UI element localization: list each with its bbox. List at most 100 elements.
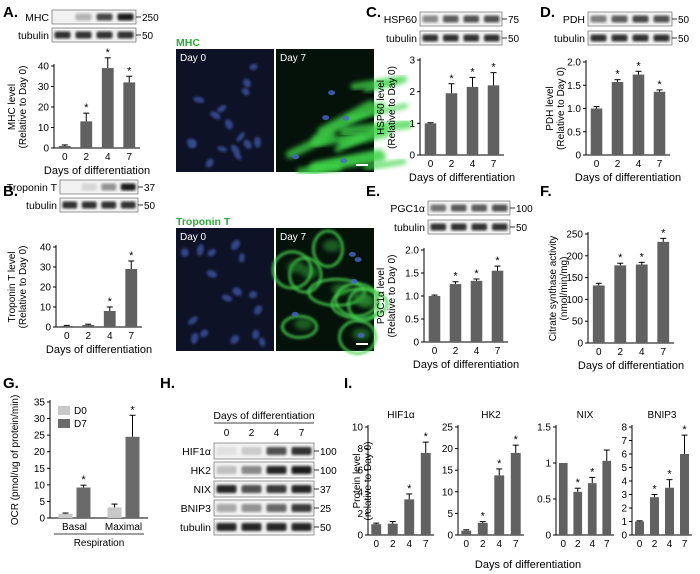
nucleus: [231, 239, 241, 251]
y-tick-label: 5: [39, 497, 45, 508]
x-tick-label: 4: [667, 539, 673, 550]
y-axis-label: Citrate synthase activity(nmol/min/mg): [548, 236, 570, 342]
y-axis-label-line: OCR (pmol/ug of protein/min): [10, 395, 21, 526]
panel-label-E: E.: [366, 183, 380, 200]
blot-band: [483, 15, 500, 23]
bar: [653, 91, 666, 155]
y-axis-label: HSP60 level(Relative to Day 0): [376, 66, 398, 149]
blot-label: Troponin T: [7, 182, 58, 194]
scale-bar: [356, 164, 368, 166]
micrograph-label-day0: Day 0: [180, 53, 207, 64]
nucleus: [230, 335, 240, 344]
chart-I2: 0 5 10 15 20 25 0 * 2 * 4 * 7 HK2: [442, 410, 524, 550]
y-axis-label-line: Citrate synthase activity: [548, 236, 559, 342]
bar: [76, 487, 91, 518]
nucleus: [236, 132, 245, 142]
bar: [632, 74, 645, 155]
significance-mark: *: [618, 252, 623, 264]
significance-mark: *: [652, 484, 657, 496]
nucleus: [291, 311, 299, 317]
blot-lane-label: 4: [274, 428, 280, 439]
nucleus: [350, 278, 358, 284]
y-tick-label: 30: [40, 263, 52, 274]
nucleus: [243, 78, 251, 88]
blot-label: NIX: [193, 484, 211, 496]
blot-band: [96, 31, 113, 39]
chart-title: HIF1α: [387, 410, 415, 421]
blot-label: MHC: [25, 12, 49, 24]
blot-band: [266, 447, 287, 455]
bar: [371, 524, 382, 535]
x-tick-label: 4: [474, 346, 480, 357]
nucleus: [253, 305, 263, 315]
blot-band: [241, 447, 262, 455]
nucleus: [322, 115, 330, 121]
y-tick-label: 250: [566, 230, 583, 241]
x-tick-label: 2: [615, 159, 621, 170]
y-tick-label: 8: [357, 444, 363, 455]
micrograph-day0: [176, 228, 274, 351]
bar: [635, 264, 648, 343]
y-tick-label: 15: [442, 466, 454, 477]
y-axis-label-line: (nmol/min/mg): [559, 257, 570, 321]
nucleus: [249, 63, 258, 71]
blot-band: [101, 183, 117, 191]
blot-band: [463, 15, 480, 23]
nucleus: [188, 316, 198, 325]
chart-title: HK2: [481, 410, 501, 421]
nucleus: [354, 257, 362, 263]
blot-label: tubulin: [18, 30, 49, 42]
nucleus: [238, 253, 245, 263]
micrograph-B: Troponin T Day 0 Day 7: [176, 216, 389, 355]
mw-marker: 50: [142, 31, 154, 42]
blot-label: HK2: [191, 465, 212, 477]
significance-mark: *: [495, 255, 500, 267]
chart-F: 0 50 100 150 200 250 0 * 2 * 4 * 7 Citrate synthase a…: [548, 227, 684, 372]
nucleus: [217, 105, 227, 113]
x-tick-label: 4: [406, 539, 412, 550]
y-tick-label: 5: [447, 509, 453, 520]
bar: [573, 491, 583, 535]
bar: [665, 487, 674, 535]
blot-label: HIF1α: [182, 446, 211, 458]
nucleus: [348, 251, 356, 257]
chart-C: 0 1 2 3 0 * 2 * 4 * 7 HSP60 level(Relative to Day 0…: [376, 56, 515, 185]
significance-mark: *: [667, 469, 672, 481]
y-tick-label: 1.5: [537, 423, 551, 434]
blot-lane-label: 2: [249, 428, 255, 439]
mw-marker: 37: [320, 485, 332, 496]
bar: [461, 530, 472, 535]
y-tick-label: 10: [442, 487, 454, 498]
y-axis-label-line: PDH level: [545, 86, 556, 130]
nucleus: [193, 96, 205, 103]
significance-mark: *: [474, 268, 479, 280]
blot-band: [590, 15, 607, 23]
y-tick-label: 0: [45, 323, 51, 334]
y-tick-label: 1.5: [567, 81, 581, 92]
significance-mark: *: [470, 66, 475, 78]
bar: [58, 145, 71, 148]
x-tick-label: 4: [639, 347, 645, 358]
nucleus: [254, 136, 262, 148]
bar: [449, 284, 462, 342]
blot-band: [241, 485, 262, 493]
y-axis-label: PGC1α level(Relative to Day 0): [376, 255, 398, 338]
significance-mark: *: [424, 431, 429, 443]
mw-marker: 37: [144, 183, 156, 194]
legend-swatch: [58, 419, 70, 428]
blot-band: [590, 34, 607, 42]
significance-mark: *: [590, 466, 595, 478]
significance-mark: *: [640, 251, 645, 263]
x-tick-label: 0: [432, 346, 438, 357]
y-tick-label: 40: [38, 62, 50, 73]
blot-band: [442, 34, 459, 42]
blot-band: [75, 31, 92, 39]
significance-mark: *: [449, 73, 454, 85]
bar: [592, 285, 605, 343]
y-tick-label: 20: [442, 444, 454, 455]
blot-band: [611, 34, 628, 42]
y-tick-label: 0.5: [567, 127, 581, 138]
x-tick-label: 7: [423, 539, 429, 550]
bar: [125, 269, 138, 327]
y-tick-label: 10: [352, 423, 364, 434]
